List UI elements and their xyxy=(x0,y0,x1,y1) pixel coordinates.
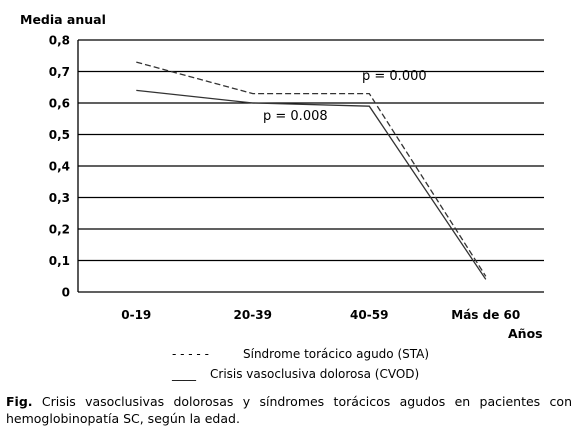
annotation-cvod: p = 0.008 xyxy=(263,109,328,124)
legend-marker-sta: - - - - - xyxy=(172,347,209,361)
x-axis-label: Años xyxy=(508,326,543,341)
y-tick-labels: 0 0,1 0,2 0,3 0,4 0,5 0,6 0,7 0,8 xyxy=(49,34,70,300)
legend: - - - - - Síndrome torácico agudo (STA) … xyxy=(171,347,429,381)
x-tick-label: 0-19 xyxy=(121,308,151,322)
y-tick-label: 0,4 xyxy=(49,160,70,174)
caption-label: Fig. xyxy=(6,394,33,409)
legend-marker-cvod: ____ xyxy=(171,367,197,381)
y-tick-label: 0,6 xyxy=(49,97,70,111)
x-tick-label: 40-59 xyxy=(350,308,388,322)
y-tick-label: 0,3 xyxy=(49,191,70,205)
figure-caption: Fig. Crisis vasoclusivas dolorosas y sín… xyxy=(6,393,572,427)
y-tick-label: 0,7 xyxy=(49,65,70,79)
grid-lines xyxy=(78,39,544,262)
x-tick-label: Más de 60 xyxy=(451,308,520,322)
y-tick-label: 0,8 xyxy=(49,34,70,48)
legend-label-sta: Síndrome torácico agudo (STA) xyxy=(243,347,429,361)
caption-text: Crisis vasoclusivas dolorosas y síndrome… xyxy=(6,394,572,426)
series-lines xyxy=(136,61,487,280)
series-line-cvod xyxy=(136,89,487,280)
x-tick-labels: 0-19 20-39 40-59 Más de 60 xyxy=(121,308,520,322)
line-chart: 0 0,1 0,2 0,3 0,4 0,5 0,6 0,7 0,8 0-19 20-39 40-59… xyxy=(20,12,544,381)
axes xyxy=(77,40,544,293)
y-tick-label: 0 xyxy=(62,286,70,300)
y-tick-label: 0,5 xyxy=(49,128,70,142)
y-axis-label: Media anual xyxy=(20,12,106,27)
series-line-sta xyxy=(136,61,487,277)
legend-label-cvod: Crisis vasoclusiva dolorosa (CVOD) xyxy=(210,367,419,381)
annotation-sta: p = 0.000 xyxy=(362,69,427,84)
y-tick-label: 0,2 xyxy=(49,223,70,237)
x-tick-label: 20-39 xyxy=(234,308,272,322)
y-tick-label: 0,1 xyxy=(49,254,70,268)
